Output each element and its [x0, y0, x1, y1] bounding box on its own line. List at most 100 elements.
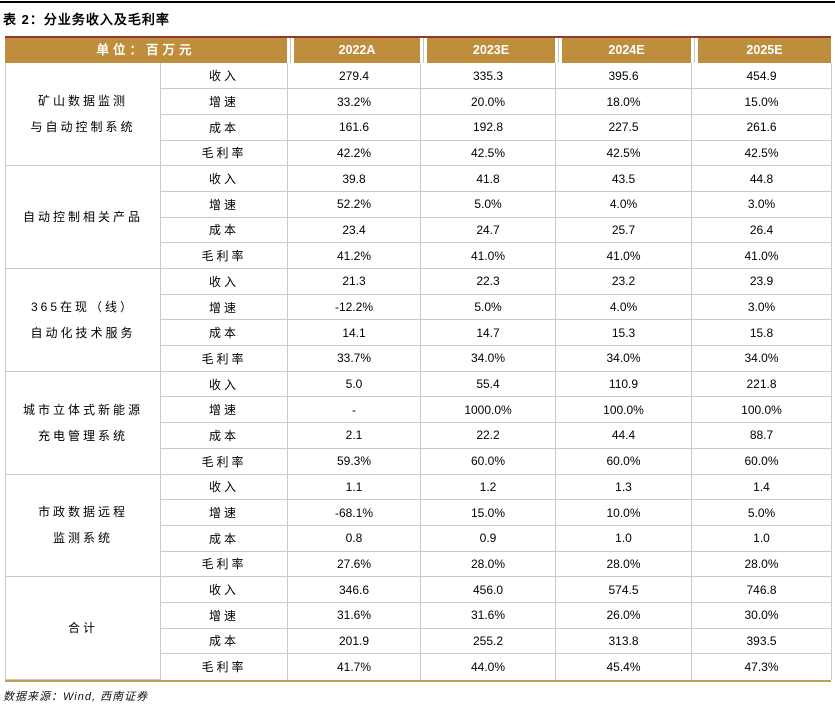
metric-label-cell: 毛利率: [160, 653, 288, 680]
table-row: 矿山数据监测 与自动控制系统 收入 279.4 335.3 395.6 454.9: [5, 63, 832, 167]
table-row: 增速 -12.2% 5.0% 4.0% 3.0%: [6, 294, 832, 321]
year-header-2022a: 2022A: [294, 38, 420, 63]
value-cell: 10.0%: [555, 499, 692, 526]
metric-label-cell: 增速: [160, 602, 288, 629]
value-cell: 100.0%: [691, 396, 832, 424]
table-row: 成本 2.1 22.2 44.4 88.7: [6, 422, 832, 449]
table-row: 增速 -1000.0% 100.0% 100.0%: [6, 396, 832, 424]
value-cell: 43.5: [555, 165, 692, 192]
value-cell: 335.3: [420, 63, 556, 90]
value-cell: 456.0: [420, 576, 556, 603]
table-row: 成本 14.1 14.7 15.3 15.8: [6, 319, 832, 347]
value-cell: 21.3: [287, 268, 421, 295]
value-cell: 60.0%: [691, 448, 832, 475]
metric-label-cell: 增速: [160, 294, 288, 321]
value-cell: 22.2: [420, 422, 556, 449]
table-row: 成本 0.8 0.9 1.0 1.0: [6, 525, 832, 552]
value-cell: 15.0%: [691, 88, 832, 115]
table-row: 成本 23.4 24.7 25.7 26.4: [6, 217, 832, 244]
table-row: 城市立体式新能源 充电管理系统 收入 5.0 55.4 110.9 221.8: [5, 371, 832, 475]
value-cell: -: [287, 396, 421, 424]
metric-label-cell: 增速: [160, 499, 288, 526]
value-cell: 454.9: [691, 63, 832, 90]
value-cell: 34.0%: [691, 345, 832, 372]
value-cell: 28.0%: [555, 551, 692, 578]
value-cell: 28.0%: [420, 551, 556, 578]
value-cell: 0.9: [420, 525, 556, 552]
value-cell: 18.0%: [555, 88, 692, 115]
value-cell: 41.7%: [287, 653, 421, 680]
value-cell: 34.0%: [555, 345, 692, 372]
table-row: 毛利率 41.7% 44.0% 45.4% 47.3%: [6, 653, 832, 680]
value-cell: 393.5: [691, 628, 832, 655]
year-header-2024e: 2024E: [562, 38, 691, 63]
value-cell: 23.9: [691, 268, 832, 295]
value-cell: 227.5: [555, 114, 692, 141]
table-body-grid: 矿山数据监测 与自动控制系统 收入 279.4 335.3 395.6 454.9 增速 33…: [5, 63, 832, 680]
value-cell: 395.6: [555, 63, 692, 90]
value-cell: 110.9: [555, 371, 692, 398]
value-cell: 1.0: [555, 525, 692, 552]
table-row: 成本 161.6 192.8 227.5 261.6: [6, 114, 832, 141]
value-cell: 42.5%: [420, 140, 556, 167]
value-cell: 41.0%: [691, 242, 832, 269]
year-header-2025e: 2025E: [698, 38, 831, 63]
metric-label-cell: 收入: [160, 165, 288, 192]
value-cell: 5.0%: [420, 191, 556, 218]
table-row: 增速 33.2% 20.0% 18.0% 15.0%: [6, 88, 832, 115]
metric-label-cell: 毛利率: [160, 140, 288, 167]
value-cell: 2.1: [287, 422, 421, 449]
year-header-2023e: 2023E: [427, 38, 555, 63]
value-cell: 1.4: [691, 474, 832, 501]
value-cell: 44.8: [691, 165, 832, 192]
metric-label-cell: 收入: [160, 371, 288, 398]
table-row: 365在现（线） 自动化技术服务 收入 21.3 22.3 23.2 23.9: [5, 268, 832, 372]
value-cell: 30.0%: [691, 602, 832, 629]
metric-label-cell: 增速: [160, 396, 288, 424]
value-cell: 33.2%: [287, 88, 421, 115]
value-cell: 3.0%: [691, 191, 832, 218]
value-cell: 23.2: [555, 268, 692, 295]
value-cell: 4.0%: [555, 294, 692, 321]
value-cell: 3.0%: [691, 294, 832, 321]
value-cell: 1.3: [555, 474, 692, 501]
metric-label-cell: 成本: [160, 319, 288, 347]
table-row: 合计 收入 346.6 456.0 574.5 746.8: [5, 576, 832, 680]
value-cell: 313.8: [555, 628, 692, 655]
value-cell: -12.2%: [287, 294, 421, 321]
metric-label-cell: 成本: [160, 628, 288, 655]
value-cell: 26.0%: [555, 602, 692, 629]
value-cell: 15.8: [691, 319, 832, 347]
value-cell: 60.0%: [555, 448, 692, 475]
value-cell: 27.6%: [287, 551, 421, 578]
metric-label-cell: 收入: [160, 474, 288, 501]
page-title: 表 2：分业务收入及毛利率: [3, 12, 170, 27]
unit-header-cell: 单位：百万元: [5, 38, 287, 63]
metric-label-cell: 毛利率: [160, 551, 288, 578]
title-top-rule: [0, 1, 835, 3]
value-cell: 31.6%: [420, 602, 556, 629]
metric-label-cell: 收入: [160, 268, 288, 295]
value-cell: 41.0%: [420, 242, 556, 269]
revenue-margin-table: 单位：百万元 2022A 2023E 2024E 2025E 矿山数据监测 与自…: [5, 36, 832, 682]
group-name-cell: 自动控制相关产品: [5, 165, 161, 269]
value-cell: 39.8: [287, 165, 421, 192]
value-cell: 41.2%: [287, 242, 421, 269]
table-row: 成本 201.9 255.2 313.8 393.5: [6, 628, 832, 655]
table-row: 自动控制相关产品 收入 39.8 41.8 43.5 44.8: [5, 165, 832, 269]
table-row: 增速 52.2% 5.0% 4.0% 3.0%: [6, 191, 832, 218]
value-cell: 26.4: [691, 217, 832, 244]
value-cell: 100.0%: [555, 396, 692, 424]
value-cell: 1000.0%: [420, 396, 556, 424]
value-cell: 24.7: [420, 217, 556, 244]
value-cell: 31.6%: [287, 602, 421, 629]
table-header-row: 单位：百万元 2022A 2023E 2024E 2025E: [5, 36, 831, 63]
metric-label-cell: 成本: [160, 422, 288, 449]
value-cell: 42.2%: [287, 140, 421, 167]
metric-label-cell: 收入: [160, 576, 288, 603]
value-cell: 261.6: [691, 114, 832, 141]
value-cell: 45.4%: [555, 653, 692, 680]
table-row: 毛利率 42.2% 42.5% 42.5% 42.5%: [6, 140, 832, 167]
metric-label-cell: 成本: [160, 114, 288, 141]
